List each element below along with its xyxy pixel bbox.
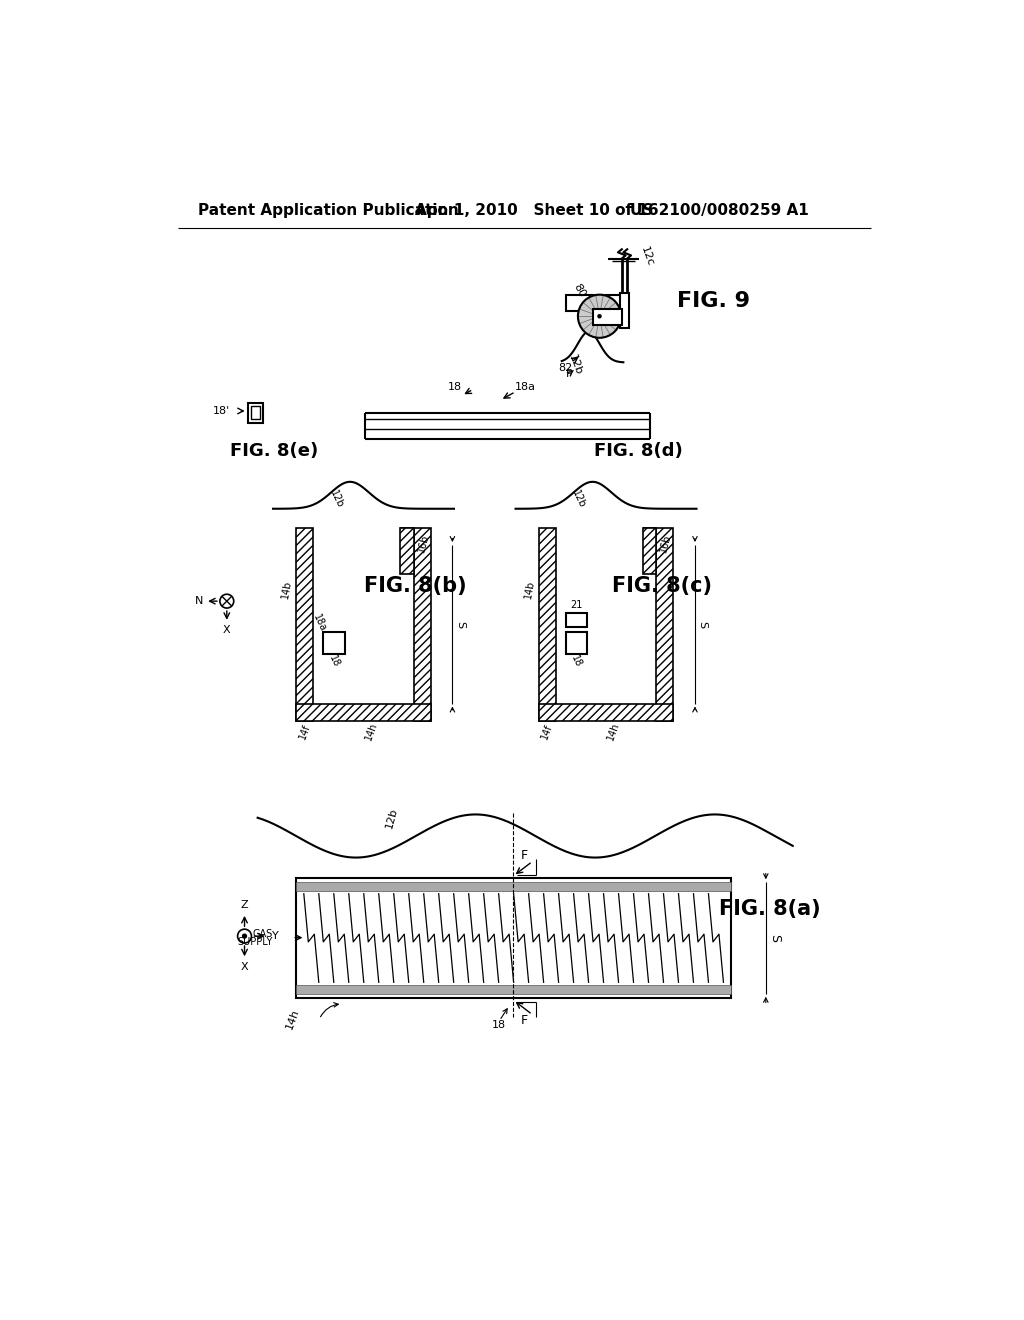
Circle shape (243, 935, 247, 939)
Circle shape (598, 314, 601, 318)
Bar (400, 528, 414, 574)
Text: FIG. 8(c): FIG. 8(c) (612, 576, 712, 595)
Text: 12b: 12b (328, 488, 345, 510)
Bar (656, 528, 674, 721)
Text: 12b: 12b (570, 488, 588, 510)
Text: 18a: 18a (515, 381, 537, 392)
Bar (296, 704, 431, 721)
Text: FIG. 9: FIG. 9 (677, 290, 751, 310)
Text: 18: 18 (327, 653, 341, 669)
Bar (620, 293, 629, 327)
Text: FIG. 8(a): FIG. 8(a) (719, 899, 820, 919)
Text: Apr. 1, 2010   Sheet 10 of 16: Apr. 1, 2010 Sheet 10 of 16 (416, 203, 659, 218)
Text: US 2100/0080259 A1: US 2100/0080259 A1 (630, 203, 808, 218)
Text: 16b: 16b (658, 533, 673, 553)
Text: Y: Y (272, 931, 279, 941)
Bar (539, 528, 556, 721)
Text: 82: 82 (558, 363, 572, 372)
Text: 14f: 14f (540, 722, 555, 741)
Text: 14h: 14h (605, 721, 622, 742)
Bar (251, 407, 260, 420)
Bar (414, 528, 431, 721)
Text: 14b: 14b (281, 579, 294, 599)
Bar (323, 632, 345, 653)
Text: F: F (521, 849, 528, 862)
Text: GAS: GAS (253, 929, 273, 939)
Text: X: X (223, 626, 230, 635)
Bar (248, 404, 263, 422)
Bar (296, 985, 731, 994)
Text: 16b: 16b (416, 533, 430, 553)
Text: 18: 18 (569, 653, 584, 669)
Bar (565, 632, 587, 653)
Bar (296, 878, 731, 998)
Text: F: F (521, 1014, 528, 1027)
Text: SUPPLY: SUPPLY (238, 937, 273, 948)
Bar (593, 309, 622, 326)
Text: Patent Application Publication: Patent Application Publication (199, 203, 459, 218)
Text: 14h: 14h (362, 721, 379, 742)
Wedge shape (578, 294, 621, 338)
Text: 18a: 18a (311, 612, 328, 634)
Text: N: N (195, 597, 204, 606)
Text: Z: Z (241, 900, 249, 911)
Bar (643, 528, 656, 574)
Text: S: S (697, 620, 708, 628)
Text: P: P (565, 370, 572, 379)
Text: 21: 21 (570, 601, 583, 610)
Text: S: S (769, 933, 781, 941)
Bar (539, 704, 674, 721)
Text: 12b: 12b (384, 807, 399, 830)
Text: 14b: 14b (523, 579, 536, 599)
Text: S: S (455, 620, 465, 628)
Text: FIG. 8(b): FIG. 8(b) (365, 576, 467, 595)
Text: FIG. 8(d): FIG. 8(d) (594, 442, 683, 459)
Text: 80: 80 (571, 282, 588, 300)
Text: 12c: 12c (639, 246, 655, 268)
Text: 14h: 14h (284, 1007, 301, 1031)
Bar (296, 528, 313, 721)
Text: 18: 18 (493, 1019, 507, 1030)
Text: 12b: 12b (567, 354, 584, 376)
Bar (565, 612, 587, 627)
Text: 18: 18 (447, 381, 462, 392)
Text: 18': 18' (213, 407, 230, 416)
Text: 14f: 14f (297, 722, 312, 741)
Text: FIG. 8(e): FIG. 8(e) (229, 442, 317, 459)
Bar (565, 296, 624, 312)
Text: X: X (241, 962, 249, 972)
Bar (296, 882, 731, 891)
